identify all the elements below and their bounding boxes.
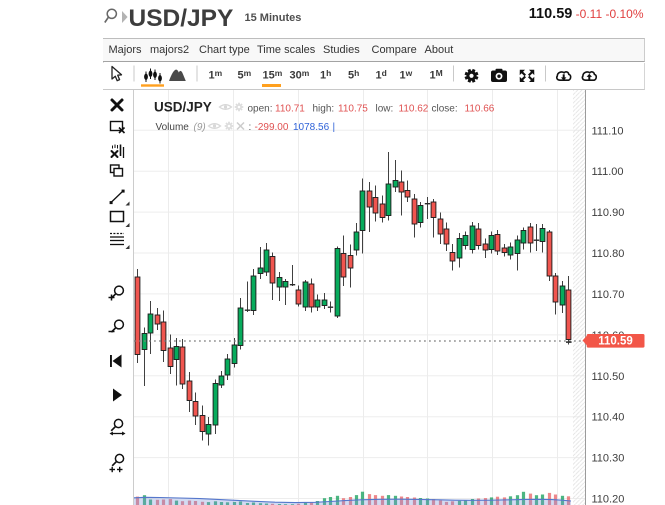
svg-text:high:: high: — [313, 104, 335, 115]
svg-text:110.59: 110.59 — [598, 335, 633, 347]
svg-text:110.40: 110.40 — [592, 412, 625, 424]
svg-text:110.66: 110.66 — [465, 104, 495, 115]
svg-text:110.80: 110.80 — [592, 248, 625, 260]
svg-text::: : — [249, 122, 252, 133]
svg-text:(9): (9) — [194, 122, 206, 133]
svg-text:110.90: 110.90 — [592, 207, 625, 219]
svg-text:110.20: 110.20 — [592, 494, 625, 505]
svg-text:111.10: 111.10 — [592, 125, 624, 137]
svg-text:110.50: 110.50 — [592, 371, 625, 383]
svg-text:110.30: 110.30 — [592, 453, 625, 465]
svg-text:open:: open: — [248, 104, 273, 115]
svg-text:110.70: 110.70 — [592, 289, 625, 301]
svg-text:|: | — [333, 122, 336, 133]
svg-text:110.62: 110.62 — [399, 104, 429, 115]
svg-text:close:: close: — [432, 104, 458, 115]
svg-text:110.75: 110.75 — [338, 104, 368, 115]
svg-text:110.71: 110.71 — [275, 104, 305, 115]
svg-text:1078.56: 1078.56 — [293, 122, 330, 133]
svg-text:-299.00: -299.00 — [255, 122, 289, 133]
svg-text:USD/JPY: USD/JPY — [154, 100, 212, 115]
svg-text:low:: low: — [376, 104, 394, 115]
svg-text:111.00: 111.00 — [592, 166, 624, 178]
svg-text:Volume: Volume — [156, 122, 190, 133]
